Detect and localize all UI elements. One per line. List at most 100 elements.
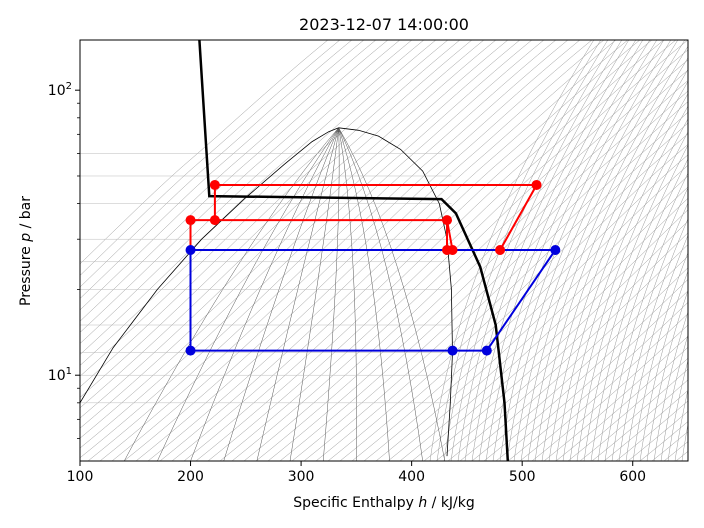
isotherm-line — [231, 49, 688, 461]
isentrope-line — [457, 40, 623, 461]
isentrope-line — [506, 40, 672, 461]
isentrope-line — [674, 388, 688, 461]
isentrope-line — [464, 40, 630, 461]
y-axis-label-unit: / bar — [18, 196, 34, 233]
isotherm-line — [80, 40, 389, 322]
isentrope-line — [576, 131, 688, 461]
isotherm-line — [291, 101, 688, 461]
isotherm-line — [387, 186, 688, 461]
isotherm-line — [80, 40, 425, 355]
x-tick-label: 300 — [288, 469, 315, 485]
isotherm-line — [80, 40, 401, 333]
isotherm-line — [80, 40, 437, 366]
isotherm-line — [80, 40, 545, 459]
isentrope-line — [471, 40, 637, 461]
state-point-marker — [495, 244, 506, 255]
quality-line — [338, 127, 423, 461]
isentrope-line — [611, 202, 688, 461]
x-tick-label: 400 — [398, 469, 425, 485]
isotherm-line — [99, 40, 569, 461]
process-boundary-group — [198, 40, 510, 461]
quality-line — [322, 127, 340, 461]
isotherm-line — [80, 40, 329, 265]
y-axis-label-text: Pressure — [18, 242, 34, 306]
isotherm-line — [399, 197, 688, 461]
chart-title: 2023-12-07 14:00:00 — [299, 15, 469, 34]
state-point-marker — [209, 179, 220, 190]
isotherm-line — [80, 40, 449, 377]
isentrope-line — [618, 218, 688, 461]
isotherm-line — [80, 40, 341, 276]
isotherm-line — [111, 40, 581, 461]
x-axis-label-text: Specific Enthalpy — [293, 495, 418, 511]
state-point-marker — [481, 345, 492, 356]
isotherm-line — [495, 290, 688, 461]
y-axis-label: Pressure p / bar — [18, 196, 34, 306]
isotherm-line — [80, 40, 461, 388]
state-point-marker — [447, 345, 458, 356]
isentrope-line — [583, 144, 688, 461]
cycle-series-group — [189, 184, 557, 352]
isentrope-line — [492, 40, 658, 461]
isotherm-line — [219, 40, 688, 461]
y-tick-label: 102 — [48, 81, 72, 99]
isentrope-line — [485, 40, 651, 461]
isotherm-line — [80, 40, 365, 299]
isotherm-line — [87, 40, 557, 461]
isotherm-line — [159, 40, 629, 461]
isentrope-line — [478, 40, 644, 461]
isotherm-line — [80, 40, 485, 409]
quality-line — [256, 127, 339, 461]
state-point-marker — [185, 345, 196, 356]
isotherm-line — [80, 40, 353, 288]
x-axis-ticks: 100 200 300 400 500 600 — [67, 461, 646, 485]
isentrope-line — [450, 40, 616, 461]
x-axis-label-unit: / kJ/kg — [427, 495, 475, 511]
isentrope-line — [513, 40, 679, 461]
isotherm-line — [267, 80, 688, 461]
isentrope-line — [569, 118, 688, 461]
state-point-marker — [209, 215, 220, 226]
isotherm-line — [303, 111, 688, 461]
x-tick-label: 200 — [177, 469, 204, 485]
x-axis-label-symbol: h — [418, 495, 427, 511]
isentrope-line — [520, 40, 686, 461]
isotherm-line — [435, 232, 688, 461]
isotherm-line — [80, 40, 377, 311]
isotherm-line — [531, 324, 688, 461]
isentrope-line — [562, 105, 688, 461]
plot-frame — [79, 39, 689, 462]
isentrope-line — [632, 251, 688, 461]
isotherm-line — [80, 40, 413, 344]
y-axis-label-symbol: p — [18, 233, 34, 243]
quality-line — [338, 127, 357, 461]
isentrope-line — [597, 172, 688, 461]
isotherm-line — [243, 59, 688, 461]
isotherm-line — [423, 220, 688, 461]
quality-line — [190, 127, 339, 461]
state-point-marker — [442, 215, 453, 226]
isentrope-line — [625, 234, 688, 461]
quality-line — [338, 127, 446, 461]
isentrope-line — [646, 289, 688, 461]
isotherm-line — [135, 40, 605, 461]
isotherm-line — [80, 40, 473, 398]
state-point-group — [185, 179, 561, 356]
isotherm-line — [375, 175, 688, 461]
quality-line — [157, 127, 339, 461]
isentrope-line — [436, 40, 602, 461]
isotherm-line — [80, 40, 497, 419]
isentrope-line — [429, 40, 595, 461]
isotherm-line — [555, 346, 688, 461]
quality-line — [289, 127, 339, 461]
isotherm-line — [80, 40, 521, 439]
process-boundary-line — [198, 40, 510, 461]
isotherm-line — [80, 40, 509, 429]
isotherm-line — [183, 40, 653, 461]
quality-line — [123, 127, 339, 461]
isentrope-line — [604, 187, 688, 461]
isotherm-line — [519, 313, 688, 461]
isotherm-line — [543, 335, 688, 461]
isentrope-line — [590, 158, 688, 461]
